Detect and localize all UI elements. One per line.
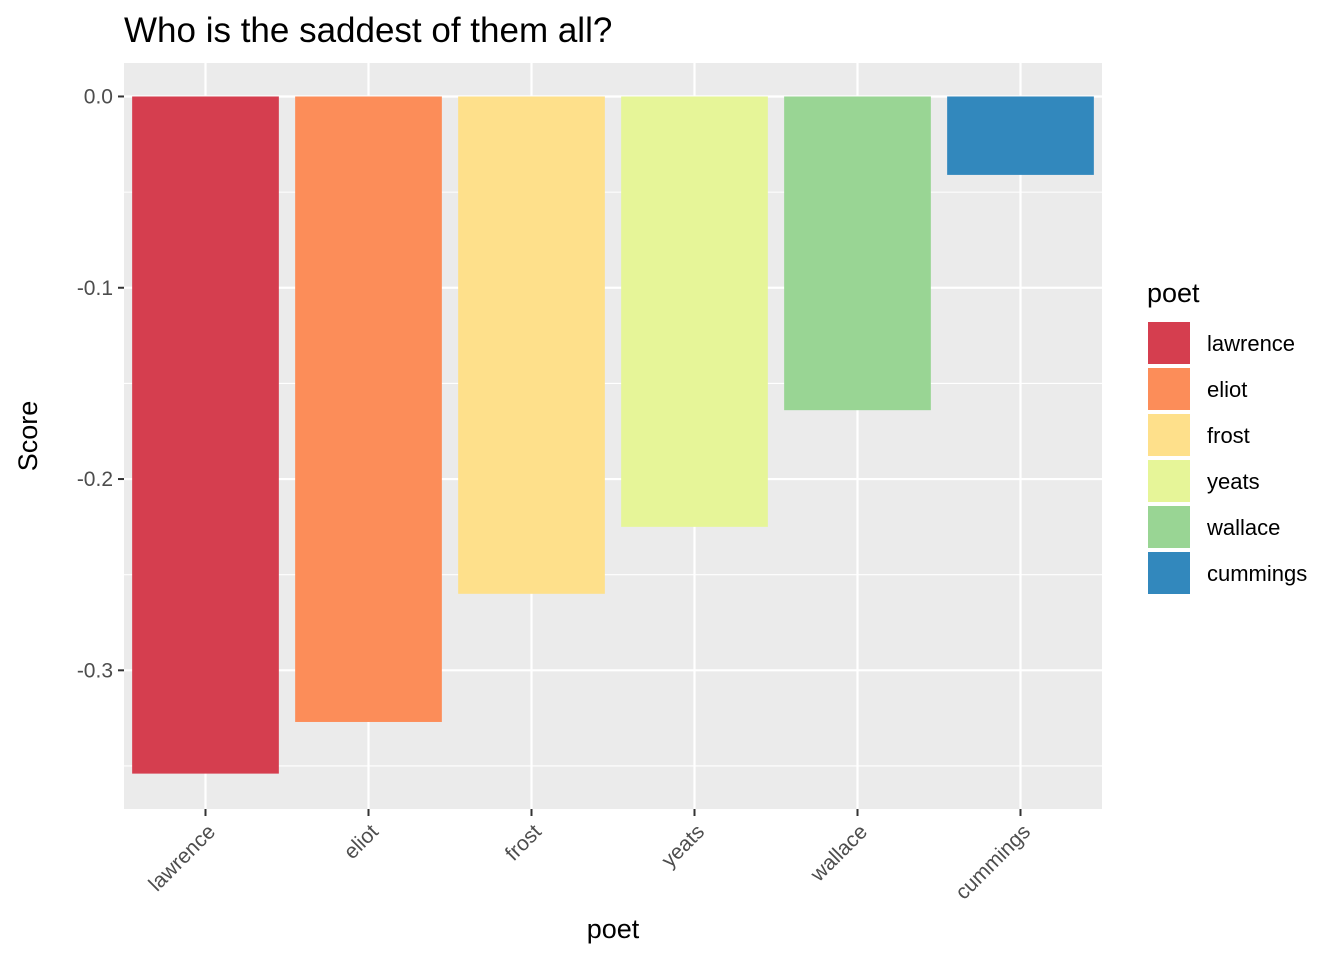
y-tick-label: -0.2 [77,468,113,491]
legend-title: poet [1147,278,1200,308]
legend-label: yeats [1207,469,1260,494]
legend-key-yeats [1148,460,1190,502]
bar-eliot [295,96,442,722]
bar-yeats [621,96,768,527]
plot-panel [124,63,1102,809]
legend-label: eliot [1207,377,1247,402]
bar-lawrence [132,96,279,774]
y-tick-label: -0.1 [77,277,113,300]
x-tick-label: frost [501,820,546,865]
y-tick-label: -0.3 [77,659,113,682]
legend: lawrence eliot frost yeats wallace cummings [1148,322,1307,594]
legend-key-frost [1148,414,1190,456]
legend-label: frost [1207,423,1250,448]
y-tick-label: 0.0 [84,85,113,108]
legend-key-eliot [1148,368,1190,410]
y-axis-title: Score [13,401,43,472]
x-tick-label: eliot [340,820,384,864]
bar-cummings [947,96,1094,175]
x-tick-label: lawrence [144,820,220,896]
legend-label: cummings [1207,561,1307,586]
bar-wallace [784,96,931,411]
legend-key-cummings [1148,552,1190,594]
x-tick-label: yeats [657,820,709,872]
legend-key-lawrence [1148,322,1190,364]
x-tick-label: cummings [951,820,1035,904]
legend-key-wallace [1148,506,1190,548]
legend-label: lawrence [1207,331,1295,356]
legend-label: wallace [1206,515,1280,540]
chart-title: Who is the saddest of them all? [124,11,612,50]
x-axis-title: poet [587,914,640,944]
bars [132,96,1094,774]
x-tick-label: wallace [806,820,873,887]
bar-frost [458,96,605,594]
